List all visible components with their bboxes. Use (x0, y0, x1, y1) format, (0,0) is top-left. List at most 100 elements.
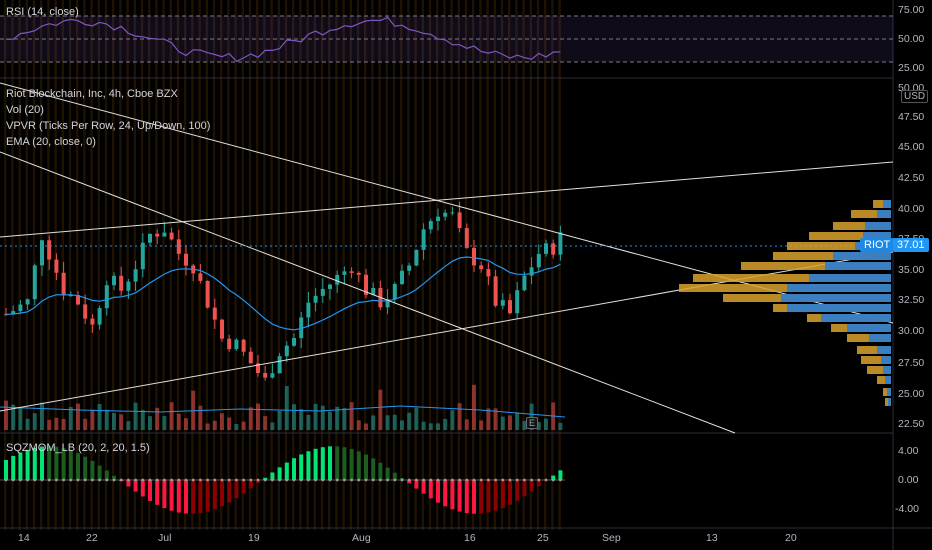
sqz-bar (191, 480, 196, 514)
ema-legend[interactable]: EMA (20, close, 0) (6, 136, 96, 148)
candle-body (356, 272, 361, 275)
sqz-dot (148, 478, 152, 482)
sqz-bar (320, 447, 325, 480)
sqz-bar (234, 480, 239, 499)
sqz-legend: SQZMOM_LB (20, 2, 20, 1.5) (6, 442, 150, 454)
volume-bar (284, 386, 289, 430)
session-stripe (292, 0, 295, 530)
session-stripe (457, 0, 460, 530)
sqz-bar (392, 472, 397, 480)
session-stripe (90, 0, 93, 530)
candle-body (133, 269, 138, 282)
earnings-badge[interactable]: E (526, 417, 539, 429)
sqz-dot (98, 478, 101, 482)
ema-line (5, 256, 561, 331)
sqz-bar (104, 470, 109, 480)
session-stripe (342, 0, 345, 530)
session-stripe (335, 0, 338, 530)
volume-bar (176, 413, 181, 430)
session-stripe (104, 0, 108, 530)
volume-bar (486, 408, 491, 430)
sqz-bar (558, 470, 563, 480)
sqz-level-minus-4: -4.00 (895, 503, 919, 515)
sqz-bar (61, 448, 66, 480)
candle-body (97, 308, 102, 325)
candle-body (61, 272, 66, 296)
session-stripe (76, 0, 79, 530)
sqz-bar (421, 480, 426, 494)
session-stripe (392, 0, 396, 530)
price-label: 47.50 (898, 111, 925, 123)
sqz-bar (54, 446, 59, 480)
symbol-tag: RIOT (860, 238, 895, 252)
sqz-dot (26, 478, 29, 482)
volume-bar (457, 403, 462, 430)
volume-bar (54, 417, 59, 430)
session-stripe (112, 0, 115, 530)
sqz-dot (47, 478, 51, 482)
sqz-dot (126, 478, 130, 482)
price-label: 27.50 (898, 357, 925, 369)
volume-bar (184, 418, 188, 430)
sqz-bar (529, 480, 534, 492)
candle-body (140, 242, 145, 270)
sqz-dot (76, 478, 80, 482)
volume-bar (133, 402, 138, 430)
session-stripe (385, 0, 388, 530)
candle-body (320, 288, 325, 296)
sqz-bar (450, 480, 455, 510)
sqz-bar (356, 451, 361, 480)
candle-body (119, 275, 124, 291)
rsi-level-25: 25.00 (898, 62, 925, 74)
sqz-bar (414, 480, 419, 489)
candle-body (162, 232, 167, 237)
sqz-bar (486, 480, 491, 513)
sqz-bar (378, 462, 383, 480)
volume-bar (25, 418, 30, 430)
session-stripe (529, 0, 532, 530)
volume-bar (313, 403, 318, 430)
sqz-bar (176, 480, 181, 513)
sqz-dot (213, 478, 217, 482)
volume-legend[interactable]: Vol (20) (6, 104, 44, 116)
vpvr-row-up (877, 346, 891, 354)
vpvr-row-down (679, 284, 891, 292)
sqz-level-0: 0.00 (898, 474, 919, 486)
sqz-bar (551, 475, 556, 480)
vpvr-legend[interactable]: VPVR (Ticks Per Row, 24, Up/Down, 100) (6, 120, 211, 132)
sqz-dot (307, 478, 310, 482)
vpvr-row-up (863, 232, 891, 240)
sqz-dot (177, 478, 181, 482)
sqz-dot (371, 478, 375, 482)
volume-bar (68, 406, 73, 430)
sqz-bar (18, 452, 23, 480)
sqz-dot (242, 478, 246, 482)
sqz-bar (306, 451, 311, 480)
sqz-dot (537, 478, 541, 482)
vpvr-row-down (773, 252, 891, 260)
price-label: 30.00 (898, 325, 925, 337)
sqz-dot (235, 478, 238, 482)
sqz-dot (69, 478, 73, 482)
sqz-bar (220, 480, 224, 507)
volume-bar (119, 414, 124, 430)
session-stripe (486, 0, 489, 530)
sqz-dot (451, 478, 454, 482)
sqz-bar (371, 458, 376, 480)
vpvr-row-up (821, 314, 891, 322)
time-label: Sep (602, 532, 621, 544)
symbol-legend[interactable]: Riot Blockchain, Inc, 4h, Cboe BZX (6, 88, 178, 100)
session-stripe (119, 0, 122, 530)
volume-bar (104, 409, 109, 430)
sqz-bar (472, 480, 476, 514)
volume-bar (436, 423, 440, 430)
vpvr-row-up (781, 294, 891, 302)
candle-body (76, 295, 80, 305)
candle-body (486, 269, 491, 277)
candle-body (313, 295, 318, 303)
candle-body (227, 338, 232, 350)
sqz-dot (465, 478, 469, 482)
candle-body (126, 281, 131, 291)
candle-body (515, 290, 520, 314)
